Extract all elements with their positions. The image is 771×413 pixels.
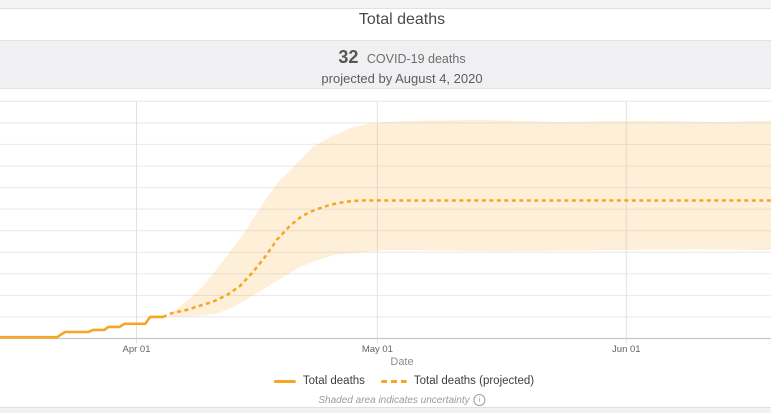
top-nav-strip	[0, 0, 771, 9]
bottom-strip	[0, 407, 771, 413]
deaths-count: 32	[338, 47, 359, 67]
page-title: Total deaths	[358, 11, 446, 28]
legend-label-total-deaths: Total deaths	[302, 375, 365, 387]
legend-item-total-deaths[interactable]: Total deaths	[273, 375, 365, 387]
info-icon[interactable]: i	[473, 394, 486, 406]
uncertainty-note: Shaded area indicates uncertainty i	[318, 394, 486, 406]
projected-deaths-line	[162, 199, 771, 319]
chart-legend: Total deaths Total deaths (projected)	[273, 375, 535, 387]
dashed-line-swatch-icon	[380, 379, 407, 383]
x-tick-label: May 01	[362, 344, 393, 355]
uncertainty-band	[169, 119, 771, 318]
deaths-count-label: COVID-19 deaths	[366, 52, 466, 66]
uncertainty-note-text: Shaded area indicates uncertainty	[318, 394, 470, 406]
legend-label-projected: Total deaths (projected)	[413, 375, 535, 387]
x-tick-label: Apr 01	[123, 344, 151, 355]
total-deaths-chart[interactable]: Apr 01 May 01 Jun 01	[0, 95, 771, 355]
legend-item-projected[interactable]: Total deaths (projected)	[380, 375, 535, 387]
actual-deaths-line	[0, 315, 165, 339]
projection-date-text: projected by August 4, 2020	[321, 71, 483, 86]
x-tick-label: Jun 01	[612, 344, 641, 355]
summary-banner: 32 COVID-19 deaths projected by August 4…	[0, 40, 771, 89]
x-axis-title: Date	[390, 356, 414, 368]
solid-line-swatch-icon	[273, 379, 296, 383]
summary-headline: 32 COVID-19 deaths	[321, 47, 482, 68]
summary-content: 32 COVID-19 deaths projected by August 4…	[321, 47, 482, 86]
